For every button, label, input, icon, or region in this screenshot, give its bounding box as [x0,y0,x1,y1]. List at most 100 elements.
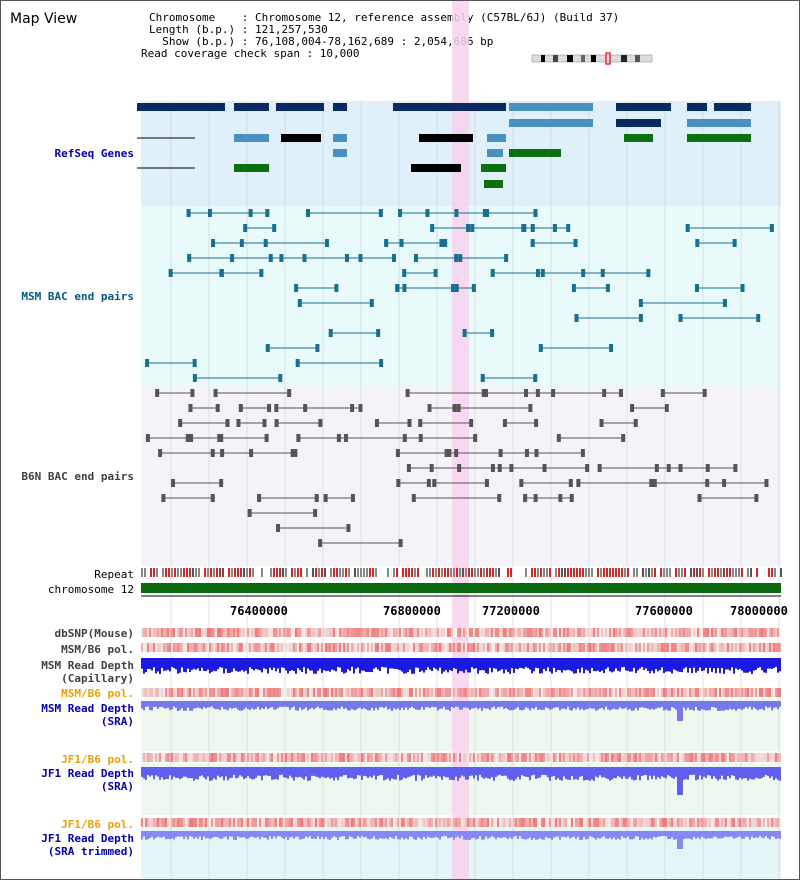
gene-block [714,103,751,111]
track-label-refseq[interactable]: RefSeq Genes [54,147,134,160]
depth-bar [183,658,185,672]
density-cell [711,643,713,652]
repeat-element [384,568,386,577]
density-cell [453,643,455,652]
depth-bar [751,767,753,780]
density-cell [331,753,333,762]
depth-bar [313,767,315,776]
depth-bar [711,658,713,672]
depth-bar [637,831,639,837]
depth-bar [763,767,765,777]
density-cell [403,643,405,652]
bac-end [295,359,300,367]
track-label-msm-depth-capillary[interactable]: MSM Read Depth (Capillary) [41,659,134,685]
depth-bar [767,701,769,708]
depth-bar [681,831,683,849]
depth-bar [743,658,745,673]
depth-bar [427,831,429,837]
view-title: Map View [10,11,78,27]
density-cell [337,688,339,697]
density-cell [581,628,583,637]
depth-bar [349,658,351,671]
depth-bar [701,767,703,780]
depth-bar [565,658,567,671]
depth-bar [145,831,147,840]
density-cell [639,688,641,697]
track-label-msm-b6-pol-2[interactable]: MSM/B6 pol. [61,687,134,700]
density-cell [619,643,621,652]
density-cell [707,688,709,697]
track-label-jf1-b6-pol-2[interactable]: JF1/B6 pol. [61,818,134,831]
repeat-element [207,568,209,577]
depth-bar [473,767,475,779]
track-label-repeat[interactable]: Repeat [94,568,134,581]
repeat-element [711,568,713,577]
track-label-msm-depth-sra[interactable]: MSM Read Depth (SRA) [41,702,134,728]
depth-bar [279,831,281,837]
density-cell [587,643,589,652]
repeat-element [747,568,749,577]
depth-bar [449,767,451,780]
density-cell [751,818,753,827]
track-label-jf1-depth-sra[interactable]: JF1 Read Depth (SRA) [41,767,134,793]
track-label-jf1-depth-trimmed[interactable]: JF1 Read Depth (SRA trimmed) [41,832,134,858]
density-cell [629,628,631,637]
density-cell [171,688,173,697]
density-cell [501,688,503,697]
depth-bar [509,658,511,674]
density-cell [355,753,357,762]
bac-end [257,494,262,502]
depth-bar [579,658,581,673]
track-label-msm-bac[interactable]: MSM BAC end pairs [21,290,134,303]
depth-bar [653,831,655,837]
depth-bar [715,658,717,674]
density-cell [731,628,733,637]
depth-bar [521,767,523,776]
density-cell [773,628,775,637]
depth-bar [203,767,205,778]
density-cell [589,643,591,652]
depth-bar [777,767,779,780]
depth-bar [309,701,311,710]
depth-bar [621,767,623,779]
density-cell [141,818,143,827]
depth-bar [553,701,555,708]
depth-bar [369,767,371,777]
track-label-dbsnp[interactable]: dbSNP(Mouse) [54,627,134,640]
density-cell [609,628,611,637]
density-cell [365,818,367,827]
depth-bar [661,658,663,668]
density-cell [575,643,577,652]
track-label-jf1-b6-pol-1[interactable]: JF1/B6 pol. [61,753,134,766]
track-label-chromosome[interactable]: chromosome 12 [47,583,134,596]
depth-bar [289,658,291,672]
density-cell [525,628,527,637]
track-label-b6n-bac[interactable]: B6N BAC end pairs [21,470,134,483]
density-cell [205,753,207,762]
density-cell [383,818,385,827]
track-label-msm-b6-pol-1[interactable]: MSM/B6 pol. [61,643,134,656]
repeat-element [162,568,164,577]
density-cell [307,753,309,762]
bac-end [265,209,270,217]
density-cell [623,628,625,637]
bac-end [262,419,267,427]
density-cell [549,688,551,697]
depth-bar [435,767,437,779]
density-cell [457,688,459,697]
density-cell [709,643,711,652]
depth-bar [409,701,411,709]
depth-bar [449,658,451,671]
repeat-element [288,568,290,577]
depth-bar [611,767,613,780]
depth-bar [519,831,521,837]
depth-bar [677,831,679,849]
density-cell [387,753,389,762]
density-cell [225,643,227,652]
depth-bar [265,658,267,670]
density-cell [245,753,247,762]
repeat-element [195,568,197,577]
density-cell [659,753,661,762]
density-cell [179,643,181,652]
